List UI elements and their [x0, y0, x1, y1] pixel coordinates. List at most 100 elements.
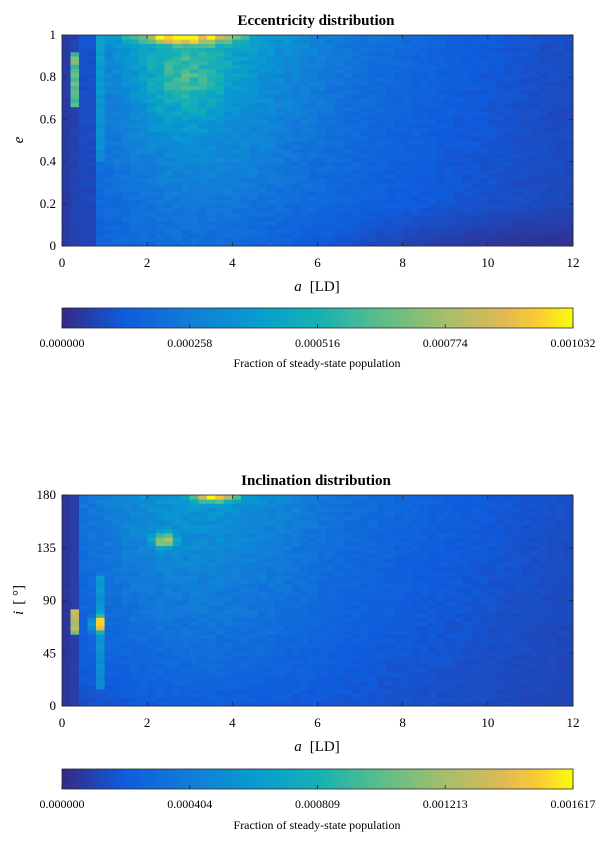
heatmap-cell — [334, 545, 344, 551]
heatmap-cell — [232, 144, 242, 150]
heatmap-cell — [70, 701, 80, 707]
colorbar-swatch — [137, 308, 143, 328]
heatmap-cell — [317, 549, 327, 555]
heatmap-cell — [538, 35, 548, 40]
heatmap-cell — [283, 161, 293, 167]
heatmap-cell — [479, 132, 489, 137]
heatmap-cell — [198, 72, 208, 78]
heatmap-cell — [487, 186, 497, 192]
heatmap-cell — [274, 195, 284, 200]
colorbar-swatch — [289, 308, 294, 328]
heatmap-cell — [87, 136, 97, 141]
heatmap-cell — [479, 182, 489, 188]
heatmap-cell — [79, 68, 88, 74]
heatmap-cell — [215, 596, 225, 601]
heatmap-cell — [555, 115, 565, 120]
heatmap-cell — [206, 579, 216, 585]
heatmap-cell — [283, 499, 293, 504]
heatmap-cell — [300, 646, 310, 652]
heatmap-cell — [266, 132, 276, 137]
heatmap-cell — [172, 39, 182, 44]
heatmap-cell — [283, 672, 293, 677]
heatmap-cell — [249, 524, 259, 530]
heatmap-cell — [172, 516, 182, 521]
heatmap-cell — [223, 216, 233, 222]
heatmap-cell — [96, 140, 105, 146]
colorbar-swatch — [185, 308, 191, 328]
heatmap-cell — [164, 575, 174, 580]
heatmap-cell — [504, 178, 514, 184]
heatmap-cell — [104, 241, 114, 247]
heatmap-cell — [189, 592, 199, 597]
heatmap-cell — [172, 562, 182, 568]
heatmap-cell — [257, 596, 267, 601]
heatmap-cell — [138, 642, 148, 648]
heatmap-cell — [385, 39, 395, 44]
heatmap-cell — [240, 697, 250, 703]
heatmap-cell — [249, 663, 259, 669]
heatmap-cell — [274, 680, 284, 686]
heatmap-cell — [181, 625, 191, 631]
heatmap-cell — [130, 186, 140, 192]
heatmap-cell — [394, 144, 404, 150]
heatmap-cell — [317, 56, 327, 61]
heatmap-cell — [223, 646, 233, 652]
heatmap-cell — [351, 613, 361, 618]
heatmap-cell — [113, 140, 123, 146]
heatmap-cell — [223, 613, 233, 618]
heatmap-cell — [274, 638, 284, 644]
heatmap-cell — [121, 174, 131, 179]
heatmap-cell — [274, 132, 284, 137]
heatmap-cell — [96, 621, 105, 627]
heatmap-cell — [96, 499, 105, 504]
heatmap-cell — [249, 98, 259, 103]
heatmap-cell — [232, 81, 242, 87]
heatmap-cell — [266, 127, 276, 133]
heatmap-cell — [215, 203, 225, 209]
heatmap-cell — [479, 241, 489, 247]
colorbar-swatch — [329, 308, 334, 328]
heatmap-cell — [368, 110, 378, 116]
heatmap-cell — [206, 549, 216, 555]
heatmap-cell — [521, 64, 531, 70]
heatmap-cell — [104, 613, 114, 618]
heatmap-cell — [351, 554, 361, 559]
heatmap-cell — [70, 182, 80, 188]
heatmap-cell — [428, 140, 438, 146]
heatmap-cell — [79, 541, 88, 547]
heatmap-cell — [232, 153, 242, 158]
heatmap-cell — [419, 64, 429, 70]
heatmap-cell — [283, 178, 293, 184]
heatmap-cell — [198, 224, 208, 230]
heatmap-cell — [274, 224, 284, 230]
heatmap-cell — [343, 655, 352, 660]
heatmap-cell — [360, 216, 369, 222]
heatmap-cell — [360, 642, 369, 648]
heatmap-cell — [240, 570, 250, 576]
heatmap-cell — [266, 148, 276, 154]
heatmap-cell — [308, 600, 318, 606]
heatmap-cell — [121, 638, 131, 644]
heatmap-cell — [513, 195, 523, 200]
heatmap-cell — [266, 174, 276, 179]
heatmap-cell — [487, 216, 497, 222]
heatmap-cell — [504, 212, 514, 217]
heatmap-cell — [445, 110, 455, 116]
heatmap-cell — [70, 35, 80, 40]
heatmap-cell — [155, 220, 165, 226]
heatmap-cell — [547, 174, 557, 179]
heatmap-cell — [274, 81, 284, 87]
heatmap-cell — [360, 132, 369, 137]
heatmap-cell — [445, 136, 455, 141]
heatmap-cell — [368, 89, 378, 95]
heatmap-cell — [462, 191, 472, 196]
heatmap-cell — [326, 646, 335, 652]
heatmap-cell — [70, 651, 80, 656]
heatmap-cell — [215, 524, 225, 530]
heatmap-cell — [419, 110, 429, 116]
heatmap-cell — [360, 575, 369, 580]
heatmap-cell — [70, 524, 80, 530]
colorbar-swatch — [385, 308, 390, 328]
heatmap-cell — [181, 81, 191, 87]
heatmap-cell — [232, 617, 242, 622]
